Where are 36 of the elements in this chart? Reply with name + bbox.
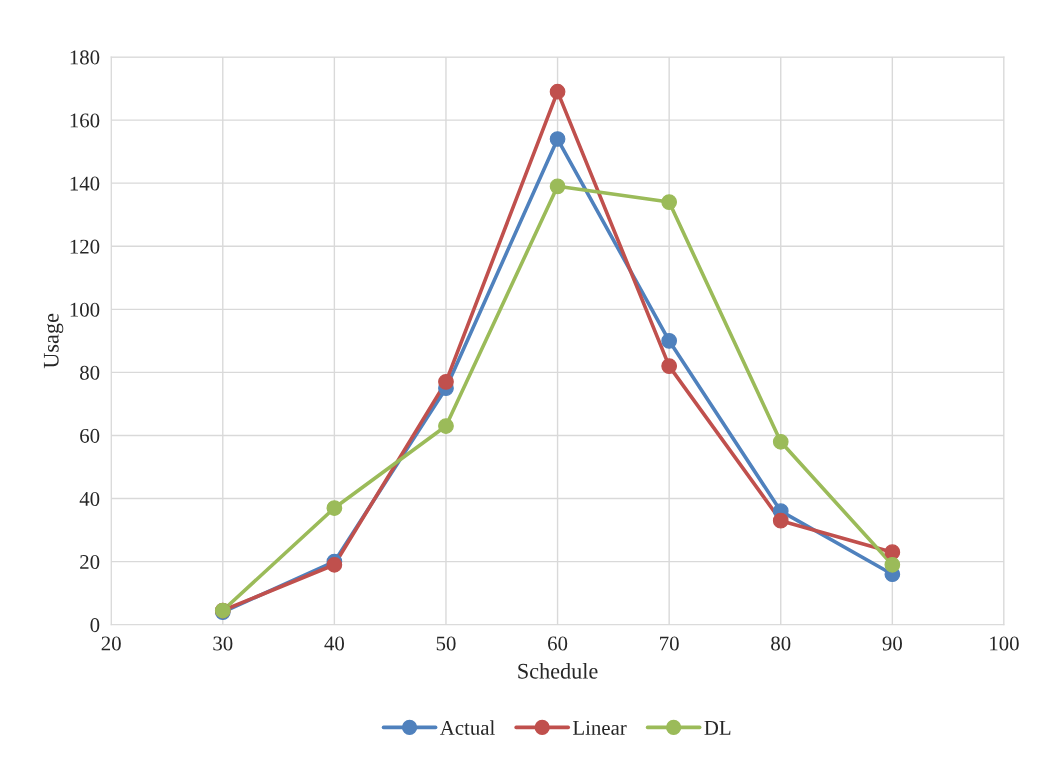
- y-tick-label: 40: [79, 491, 100, 506]
- y-tick-label: 80: [80, 365, 100, 380]
- y-tick-label: 140: [70, 176, 100, 191]
- y-tick-label: 100: [70, 302, 100, 317]
- y-tick-label: 0: [90, 618, 100, 633]
- point: [549, 83, 566, 100]
- x-tick-label: 100: [990, 636, 1019, 651]
- point: [438, 373, 454, 390]
- point: [884, 556, 901, 573]
- x-axis-title: Schedule: [518, 663, 598, 679]
- point: [549, 131, 566, 147]
- x-tick-label: 90: [882, 636, 902, 651]
- legend-label: Actual: [439, 720, 495, 735]
- x-tick-label: 40: [324, 636, 344, 651]
- y-tick-label: 120: [70, 239, 100, 254]
- y-tick-label: 180: [70, 50, 100, 65]
- point: [661, 358, 678, 374]
- legend-label: DL: [704, 721, 731, 735]
- x-tick-label: 20: [101, 636, 121, 651]
- point: [438, 418, 454, 434]
- y-tick-label: 160: [70, 113, 100, 128]
- point: [549, 178, 566, 195]
- x-tick-label: 30: [213, 636, 233, 651]
- y-axis-title: Usage: [43, 313, 64, 369]
- point: [772, 512, 789, 529]
- y-tick-label: 20: [80, 555, 100, 570]
- legend-label: Linear: [572, 720, 627, 735]
- x-tick-label: 70: [660, 636, 679, 651]
- point: [326, 500, 343, 516]
- point: [772, 433, 789, 450]
- point: [661, 194, 678, 210]
- x-tick-label: 80: [771, 636, 791, 651]
- point: [661, 332, 678, 349]
- x-tick-label: 60: [548, 636, 568, 651]
- x-tick-label: 50: [436, 636, 456, 651]
- y-tick-label: 60: [80, 428, 100, 443]
